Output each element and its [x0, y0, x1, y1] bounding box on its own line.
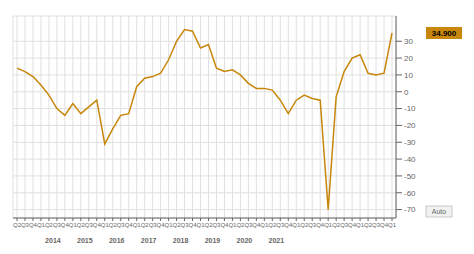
svg-text:20: 20	[404, 54, 413, 63]
svg-text:-50: -50	[404, 172, 416, 181]
svg-text:Auto: Auto	[432, 208, 447, 215]
svg-text:-40: -40	[404, 155, 416, 164]
svg-text:-70: -70	[404, 205, 416, 214]
svg-text:30: 30	[404, 37, 413, 46]
svg-text:2020: 2020	[237, 237, 253, 244]
svg-text:34.900: 34.900	[432, 29, 457, 38]
svg-text:-20: -20	[404, 121, 416, 130]
svg-text:2017: 2017	[141, 237, 157, 244]
svg-text:2014: 2014	[45, 237, 61, 244]
svg-text:2016: 2016	[109, 237, 125, 244]
svg-text:10: 10	[404, 71, 413, 80]
svg-text:2021: 2021	[269, 237, 285, 244]
svg-text:0: 0	[404, 88, 409, 97]
html-text:Q2 Q3 Q4 Q1 Q2 Q3 Q4 Q1 Q2 Q3: Q2 Q3 Q4 Q1 Q2 Q3 Q4 Q1 Q2 Q3 Q4 Q1 Q2 Q…	[13, 222, 388, 229]
svg-text:2015: 2015	[77, 237, 93, 244]
svg-text:2018: 2018	[173, 237, 189, 244]
svg-text:Q1: Q1	[388, 222, 397, 228]
svg-text:-60: -60	[404, 189, 416, 198]
svg-text:-30: -30	[404, 138, 416, 147]
svg-text:2019: 2019	[205, 237, 221, 244]
svg-text:-10: -10	[404, 104, 416, 113]
